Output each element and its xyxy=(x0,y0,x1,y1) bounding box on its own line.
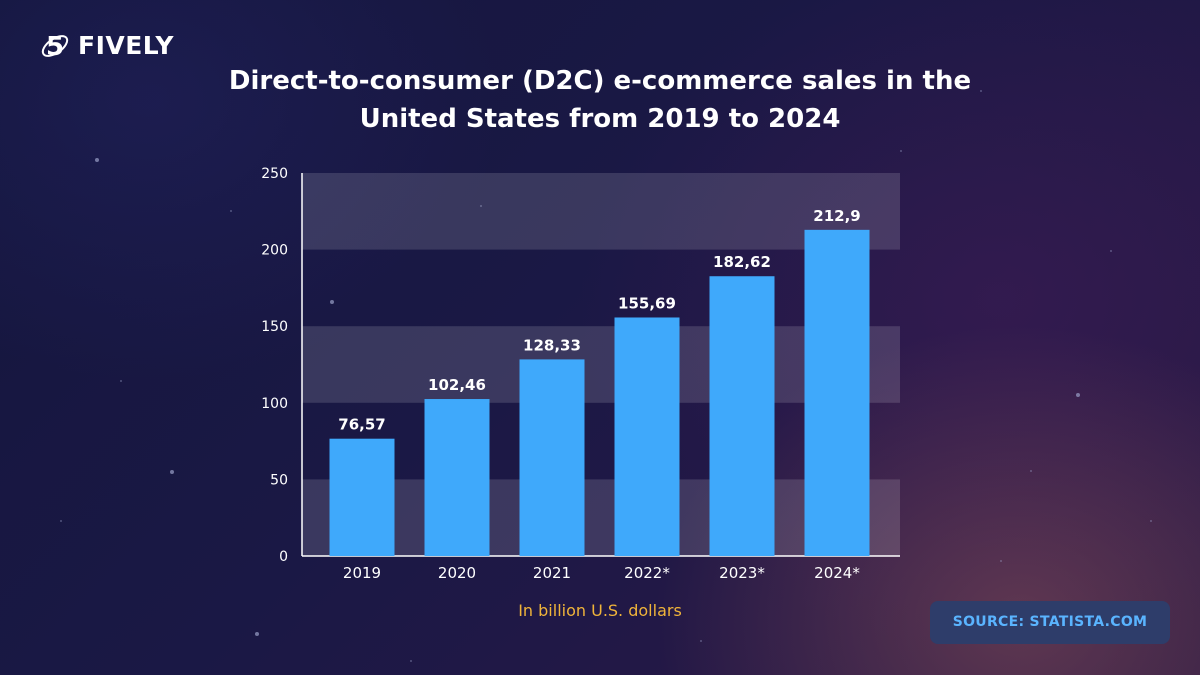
bar xyxy=(519,359,585,556)
chart-title-line-2: United States from 2019 to 2024 xyxy=(359,104,841,134)
x-tick-label: 2024* xyxy=(814,564,860,582)
star xyxy=(900,150,902,152)
x-tick-label: 2020 xyxy=(438,564,476,582)
x-tick-label: 2022* xyxy=(624,564,670,582)
y-tick-labels: 0 50 100 150 200 250 xyxy=(261,166,288,565)
star xyxy=(255,632,259,636)
brand-logo: 5 FIVELY xyxy=(38,28,174,62)
bars xyxy=(329,229,870,556)
data-label: 182,62 xyxy=(713,253,771,271)
star xyxy=(410,660,412,662)
brand-name: FIVELY xyxy=(78,30,174,60)
data-label: 76,57 xyxy=(338,416,385,434)
bar xyxy=(614,317,680,556)
star xyxy=(800,120,802,122)
star xyxy=(1110,250,1112,252)
y-tick-label: 0 xyxy=(279,549,288,565)
y-tick-label: 200 xyxy=(261,243,288,259)
x-tick-labels: 2019 2020 2021 2022* 2023* 2024* xyxy=(343,564,860,582)
bar xyxy=(424,399,490,556)
axes xyxy=(301,173,900,557)
data-label: 128,33 xyxy=(523,336,581,354)
grid-band xyxy=(302,326,900,403)
x-tick-label: 2019 xyxy=(343,564,381,582)
grid-bands xyxy=(302,173,900,556)
data-label: 212,9 xyxy=(813,207,860,225)
chart-title: Direct-to-consumer (D2C) e-commerce sale… xyxy=(0,62,1200,138)
grid-band xyxy=(302,479,900,556)
data-label: 102,46 xyxy=(428,376,486,394)
unit-label: In billion U.S. dollars xyxy=(518,601,682,620)
star xyxy=(95,158,99,162)
svg-text:5: 5 xyxy=(46,32,64,62)
star xyxy=(230,210,232,212)
y-tick-label: 150 xyxy=(261,319,288,335)
bar xyxy=(804,229,870,556)
star xyxy=(700,640,702,642)
x-tick-label: 2021 xyxy=(533,564,571,582)
star xyxy=(330,300,334,304)
star xyxy=(1150,520,1152,522)
y-tick-label: 250 xyxy=(261,166,288,182)
x-tick-label: 2023* xyxy=(719,564,765,582)
star xyxy=(480,205,482,207)
star xyxy=(1000,560,1002,562)
star xyxy=(60,520,62,522)
chart-title-line-1: Direct-to-consumer (D2C) e-commerce sale… xyxy=(228,66,972,96)
bar xyxy=(709,276,775,556)
star xyxy=(980,90,982,92)
star xyxy=(1030,470,1032,472)
source-badge: SOURCE: STATISTA.COM xyxy=(930,601,1170,644)
star xyxy=(120,380,122,382)
data-labels: 76,57 102,46 128,33 155,69 182,62 212,9 xyxy=(338,207,860,434)
data-label: 155,69 xyxy=(618,294,676,312)
star xyxy=(1076,393,1080,397)
star xyxy=(170,470,174,474)
bar xyxy=(329,438,395,556)
y-tick-label: 100 xyxy=(261,396,288,412)
five-ring-logo-icon: 5 xyxy=(41,32,69,62)
y-tick-label: 50 xyxy=(270,472,288,488)
grid-band xyxy=(302,173,900,250)
